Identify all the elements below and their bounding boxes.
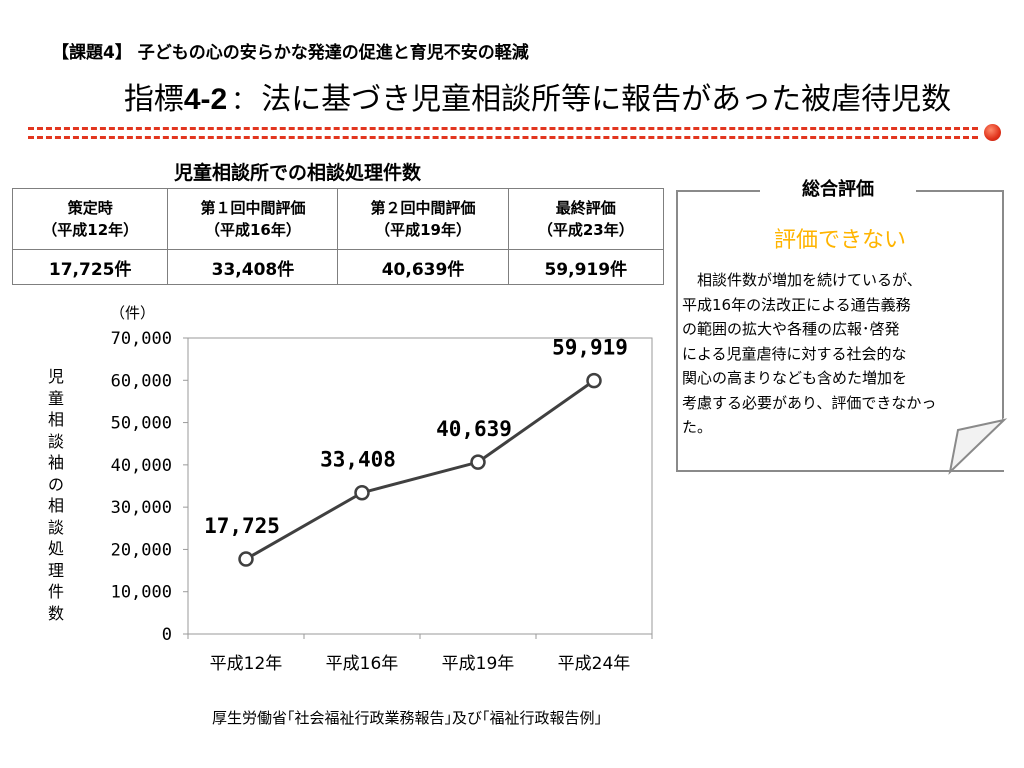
table-header-cell: 策定時 （平成12年）: [11, 188, 169, 250]
header-line1: 第１回中間評価: [200, 199, 306, 217]
data-point: [470, 454, 486, 470]
header-line1: 策定時: [67, 199, 113, 217]
title-divider: [28, 124, 1001, 142]
y-tick-label: 60,000: [111, 371, 172, 391]
data-table: 策定時 （平成12年） 第１回中間評価 （平成16年） 第２回中間評価 （平成19年）…: [11, 188, 665, 285]
divider-dash-top: [28, 127, 978, 130]
series-line: [245, 379, 595, 561]
divider-dot-icon: [984, 124, 1001, 141]
x-tick-label: 平成24年: [558, 654, 631, 674]
y-tick-label: 10,000: [111, 583, 172, 603]
title-colon: ：: [231, 86, 258, 116]
header-line2: （平成23年）: [537, 221, 634, 239]
data-label: 17,725: [204, 514, 280, 538]
y-tick-label: 40,000: [111, 456, 172, 476]
table-title: 児童相談所での相談処理件数: [174, 162, 422, 184]
x-tick-label: 平成16年: [326, 654, 399, 674]
evaluation-result: 評価できない: [773, 228, 906, 253]
data-point: [586, 372, 602, 389]
data-point: [238, 551, 254, 567]
data-point: [354, 484, 370, 501]
data-label: 40,639: [436, 417, 512, 441]
y-tick-label: 30,000: [111, 498, 172, 518]
table-header-row: 策定時 （平成12年） 第１回中間評価 （平成16年） 第２回中間評価 （平成19年）…: [11, 188, 665, 250]
header-line2: （平成19年）: [375, 221, 471, 239]
source-note: 厚生労働省｢社会福祉行政業務報告｣及び｢福祉行政報告例｣: [212, 709, 603, 727]
x-tick-label: 平成19年: [442, 654, 515, 674]
title-prefix: 指標: [123, 82, 184, 117]
table-cell-value: 40,639件: [337, 249, 509, 285]
divider-dash-bottom: [28, 136, 978, 139]
data-label: 33,408: [320, 448, 396, 472]
header-line2: （平成16年）: [205, 221, 301, 239]
x-tick-label: 平成12年: [210, 654, 283, 674]
y-tick-label: 0: [162, 625, 172, 645]
y-tick-label: 20,000: [111, 540, 172, 560]
data-label: 59,919: [552, 336, 628, 360]
evaluation-heading: 総合評価: [760, 175, 916, 205]
table-header-cell: 第２回中間評価 （平成19年）: [337, 188, 509, 250]
chart-unit-label: （件）: [110, 304, 156, 322]
title-text: 法に基づき児童相談所等に報告があった被虐待児数: [261, 82, 952, 117]
page-title: 指標4-2：法に基づき児童相談所等に報告があった被虐待児数: [80, 78, 995, 123]
table-row: 17,725件 33,408件 40,639件 59,919件: [11, 249, 665, 285]
table-cell-value: 33,408件: [167, 249, 339, 285]
table-header-cell: 最終評価 （平成23年）: [507, 188, 665, 250]
y-tick-label: 50,000: [111, 414, 172, 434]
header-line1: 第２回中間評価: [370, 199, 476, 217]
evaluation-body: 相談件数が増加を続けているが、 平成16年の法改正による通告義務 の範囲の拡大や…: [682, 271, 937, 436]
plot-area-border: [187, 337, 653, 635]
title-number: 4-2: [183, 83, 228, 116]
table-cell-value: 17,725件: [11, 249, 169, 285]
table-cell-value: 59,919件: [507, 249, 665, 285]
header-line2: （平成12年）: [42, 221, 139, 239]
topic-heading: 【課題4】 子どもの心の安らかな発達の促進と育児不安の軽減: [52, 43, 529, 63]
header-line1: 最終評価: [555, 199, 616, 217]
chart-y-axis-label: 児童相談袖の相談処理件数: [47, 367, 64, 623]
y-tick-label: 70,000: [111, 329, 172, 349]
